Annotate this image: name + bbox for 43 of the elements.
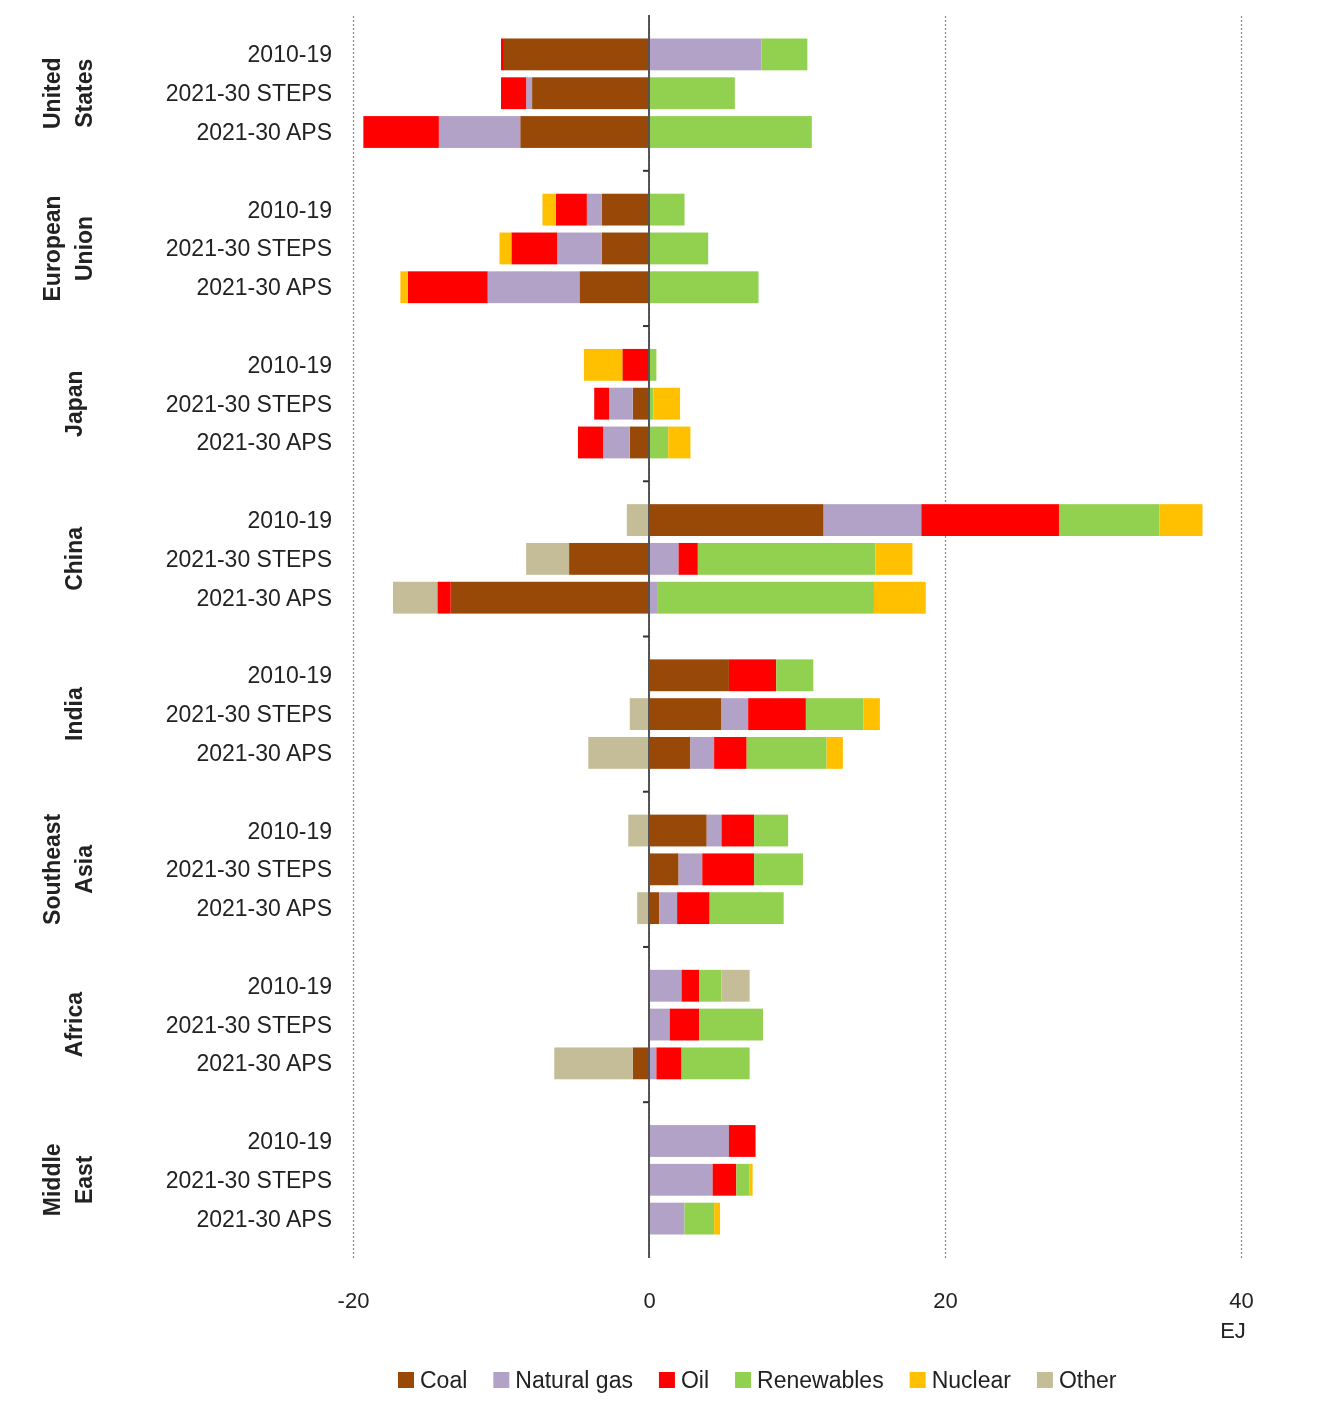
legend-label: Nuclear <box>931 1367 1012 1393</box>
y-tick-label: 2021-30 STEPS <box>165 390 332 417</box>
text: Japan <box>61 370 87 437</box>
y-tick-label: 2010-19 <box>247 1127 332 1154</box>
text: Middle East <box>39 1143 97 1217</box>
y-tick-label: 2021-30 STEPS <box>165 545 332 572</box>
legend-label: Oil <box>680 1367 710 1393</box>
y-tick-label: 2010-19 <box>247 662 332 689</box>
y-tick-label: 2021-30 STEPS <box>165 856 332 883</box>
y-tick-label: 2010-19 <box>247 196 332 223</box>
legend-label: Natural gas <box>515 1367 633 1393</box>
legend-label: Other <box>1058 1367 1117 1393</box>
y-tick-label: 2021-30 APS <box>196 429 332 456</box>
y-tick-label: 2021-30 APS <box>196 1205 332 1232</box>
y-tick-label: 2010-19 <box>247 41 332 68</box>
text: Southeast Asia <box>39 813 97 925</box>
y-tick-label: 2021-30 STEPS <box>165 235 332 262</box>
x-tick-label: 40 <box>1229 1287 1254 1313</box>
x-tick-label: 0 <box>643 1287 656 1313</box>
legend-label: Coal <box>420 1367 468 1393</box>
y-tick-label: 2021-30 APS <box>196 1050 332 1077</box>
x-tick-label: -20 <box>337 1287 370 1313</box>
text: India <box>61 687 87 741</box>
y-tick-label: 2021-30 APS <box>196 119 332 146</box>
y-tick-label: 2021-30 APS <box>196 274 332 301</box>
text: China <box>61 526 87 591</box>
y-tick-label: 2021-30 APS <box>196 584 332 611</box>
text: United States <box>39 57 97 129</box>
x-tick-label: 20 <box>933 1287 958 1313</box>
text: European Union <box>39 195 97 302</box>
legend-label: Renewables <box>757 1367 884 1393</box>
y-tick-label: 2010-19 <box>247 817 332 844</box>
y-tick-label: 2021-30 APS <box>196 739 332 766</box>
y-tick-label: 2010-19 <box>247 507 332 534</box>
y-tick-label: 2021-30 STEPS <box>165 1166 332 1193</box>
y-tick-label: 2021-30 STEPS <box>165 80 332 107</box>
y-tick-label: 2021-30 STEPS <box>165 1011 332 1038</box>
x-axis-title: EJ <box>1220 1318 1246 1343</box>
y-tick-label: 2021-30 APS <box>196 895 332 922</box>
y-tick-label: 2010-19 <box>247 351 332 378</box>
y-tick-label: 2010-19 <box>247 972 332 999</box>
text: Africa <box>61 991 87 1058</box>
y-tick-label: 2021-30 STEPS <box>165 701 332 728</box>
